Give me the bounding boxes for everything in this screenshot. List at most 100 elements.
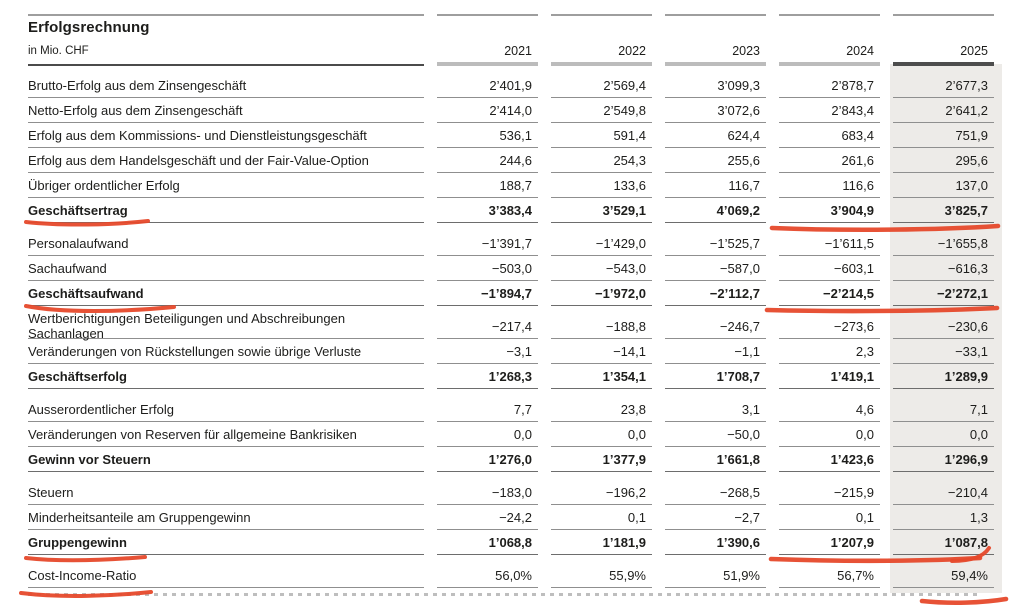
row-label: Geschäftsaufwand [28, 281, 424, 306]
table-row: Geschäftserfolg 1’268,3 1’354,1 1’708,7 … [28, 364, 994, 389]
table-row: Gewinn vor Steuern 1’276,0 1’377,9 1’661… [28, 447, 994, 472]
row-value-2025: 137,0 [893, 173, 994, 198]
table-row: Ausserordentlicher Erfolg 7,7 23,8 3,1 4… [28, 397, 994, 422]
row-value-2024: −603,1 [779, 256, 880, 281]
row-value-2023: −268,5 [665, 480, 766, 505]
top-rule-col-segment [779, 14, 880, 16]
row-value-2024: −215,9 [779, 480, 880, 505]
row-value-2021: 2’414,0 [437, 98, 538, 123]
unit-label: in Mio. CHF [28, 45, 89, 57]
row-label: Personalaufwand [28, 231, 424, 256]
row-value-2022: 3’529,1 [551, 198, 652, 223]
row-value-2023: −587,0 [665, 256, 766, 281]
table-section: Wertberichtigungen Beteiligungen und Abs… [28, 311, 994, 389]
table-row: Veränderungen von Rückstellungen sowie ü… [28, 339, 994, 364]
table-header-left: Erfolgsrechnung in Mio. CHF [28, 16, 424, 66]
row-label: Wertberichtigungen Beteiligungen und Abs… [28, 311, 424, 341]
row-value-2021: 244,6 [437, 148, 538, 173]
row-value-2023: 624,4 [665, 123, 766, 148]
row-value-2024: −2’214,5 [779, 281, 880, 306]
row-value-2021: 56,0% [437, 563, 538, 588]
row-value-2025: −2’272,1 [893, 281, 994, 306]
row-value-2022: 0,0 [551, 422, 652, 447]
row-label: Netto-Erfolg aus dem Zinsengeschäft [28, 98, 424, 123]
year-header-2023: 2023 [665, 16, 766, 66]
table-row: Cost-Income-Ratio 56,0% 55,9% 51,9% 56,7… [28, 563, 994, 588]
row-value-2025: 1’289,9 [893, 364, 994, 389]
table-section: Steuern −183,0 −196,2 −268,5 −215,9 −210… [28, 480, 994, 555]
row-value-2024: 1’423,6 [779, 447, 880, 472]
clipped-footnote-text [28, 593, 980, 596]
row-label: Veränderungen von Reserven für allgemein… [28, 422, 424, 447]
row-value-2024: −273,6 [779, 314, 880, 339]
row-value-2025: 0,0 [893, 422, 994, 447]
row-value-2025: 3’825,7 [893, 198, 994, 223]
row-value-2024: 3’904,9 [779, 198, 880, 223]
row-value-2024: 261,6 [779, 148, 880, 173]
top-rule-col-segment [437, 14, 538, 16]
row-value-2021: 7,7 [437, 397, 538, 422]
row-label: Cost-Income-Ratio [28, 563, 424, 588]
row-value-2022: 2’569,4 [551, 73, 652, 98]
table-section: Ausserordentlicher Erfolg 7,7 23,8 3,1 4… [28, 397, 994, 472]
row-value-2024: 1’207,9 [779, 530, 880, 555]
row-value-2022: −188,8 [551, 314, 652, 339]
row-value-2023: −50,0 [665, 422, 766, 447]
table-row: Netto-Erfolg aus dem Zinsengeschäft 2’41… [28, 98, 994, 123]
row-value-2021: −183,0 [437, 480, 538, 505]
row-value-2021: −24,2 [437, 505, 538, 530]
row-value-2022: 1’377,9 [551, 447, 652, 472]
row-label: Erfolg aus dem Handelsgeschäft und der F… [28, 148, 424, 173]
row-value-2021: 1’276,0 [437, 447, 538, 472]
row-value-2025: −616,3 [893, 256, 994, 281]
row-value-2025: 295,6 [893, 148, 994, 173]
top-rule-col-segment [665, 14, 766, 16]
table-row: Gruppengewinn 1’068,8 1’181,9 1’390,6 1’… [28, 530, 994, 555]
row-value-2024: 56,7% [779, 563, 880, 588]
table-section: Cost-Income-Ratio 56,0% 55,9% 51,9% 56,7… [28, 563, 994, 588]
income-statement-table: Erfolgsrechnung in Mio. CHF 2021 2022 20… [28, 0, 994, 596]
row-label: Sachaufwand [28, 256, 424, 281]
row-label: Gewinn vor Steuern [28, 447, 424, 472]
row-value-2023: 116,7 [665, 173, 766, 198]
row-label: Übriger ordentlicher Erfolg [28, 173, 424, 198]
row-value-2024: 683,4 [779, 123, 880, 148]
row-value-2022: 591,4 [551, 123, 652, 148]
table-header: Erfolgsrechnung in Mio. CHF 2021 2022 20… [28, 16, 994, 66]
top-rule-col-segment [893, 14, 994, 16]
row-value-2022: −14,1 [551, 339, 652, 364]
table-row: Erfolg aus dem Handelsgeschäft und der F… [28, 148, 994, 173]
red-underline-cost-income-ratio-value [919, 596, 1009, 606]
row-value-2024: 2’878,7 [779, 73, 880, 98]
row-value-2023: 3,1 [665, 397, 766, 422]
year-header-2022: 2022 [551, 16, 652, 66]
row-value-2023: 3’099,3 [665, 73, 766, 98]
row-value-2025: 751,9 [893, 123, 994, 148]
year-header-2024: 2024 [779, 16, 880, 66]
table-row: Steuern −183,0 −196,2 −268,5 −215,9 −210… [28, 480, 994, 505]
row-value-2022: 23,8 [551, 397, 652, 422]
table-title: Erfolgsrechnung [28, 19, 150, 36]
row-value-2022: 133,6 [551, 173, 652, 198]
row-value-2025: −210,4 [893, 480, 994, 505]
table-row: Wertberichtigungen Beteiligungen und Abs… [28, 311, 994, 341]
row-value-2024: 4,6 [779, 397, 880, 422]
table-row: Sachaufwand −503,0 −543,0 −587,0 −603,1 … [28, 256, 994, 281]
row-label: Geschäftserfolg [28, 364, 424, 389]
row-value-2023: 1’661,8 [665, 447, 766, 472]
row-value-2021: −217,4 [437, 314, 538, 339]
row-value-2023: 51,9% [665, 563, 766, 588]
row-value-2021: 536,1 [437, 123, 538, 148]
table-row: Geschäftsaufwand −1’894,7 −1’972,0 −2’11… [28, 281, 994, 306]
row-value-2024: 2’843,4 [779, 98, 880, 123]
row-value-2022: 2’549,8 [551, 98, 652, 123]
table-row: Übriger ordentlicher Erfolg 188,7 133,6 … [28, 173, 994, 198]
table-body: Brutto-Erfolg aus dem Zinsengeschäft 2’4… [28, 73, 994, 588]
row-value-2023: −2,7 [665, 505, 766, 530]
row-value-2021: −1’894,7 [437, 281, 538, 306]
row-value-2023: −1,1 [665, 339, 766, 364]
row-label: Veränderungen von Rückstellungen sowie ü… [28, 339, 424, 364]
row-value-2025: 2’641,2 [893, 98, 994, 123]
table-row: Erfolg aus dem Kommissions- und Dienstle… [28, 123, 994, 148]
